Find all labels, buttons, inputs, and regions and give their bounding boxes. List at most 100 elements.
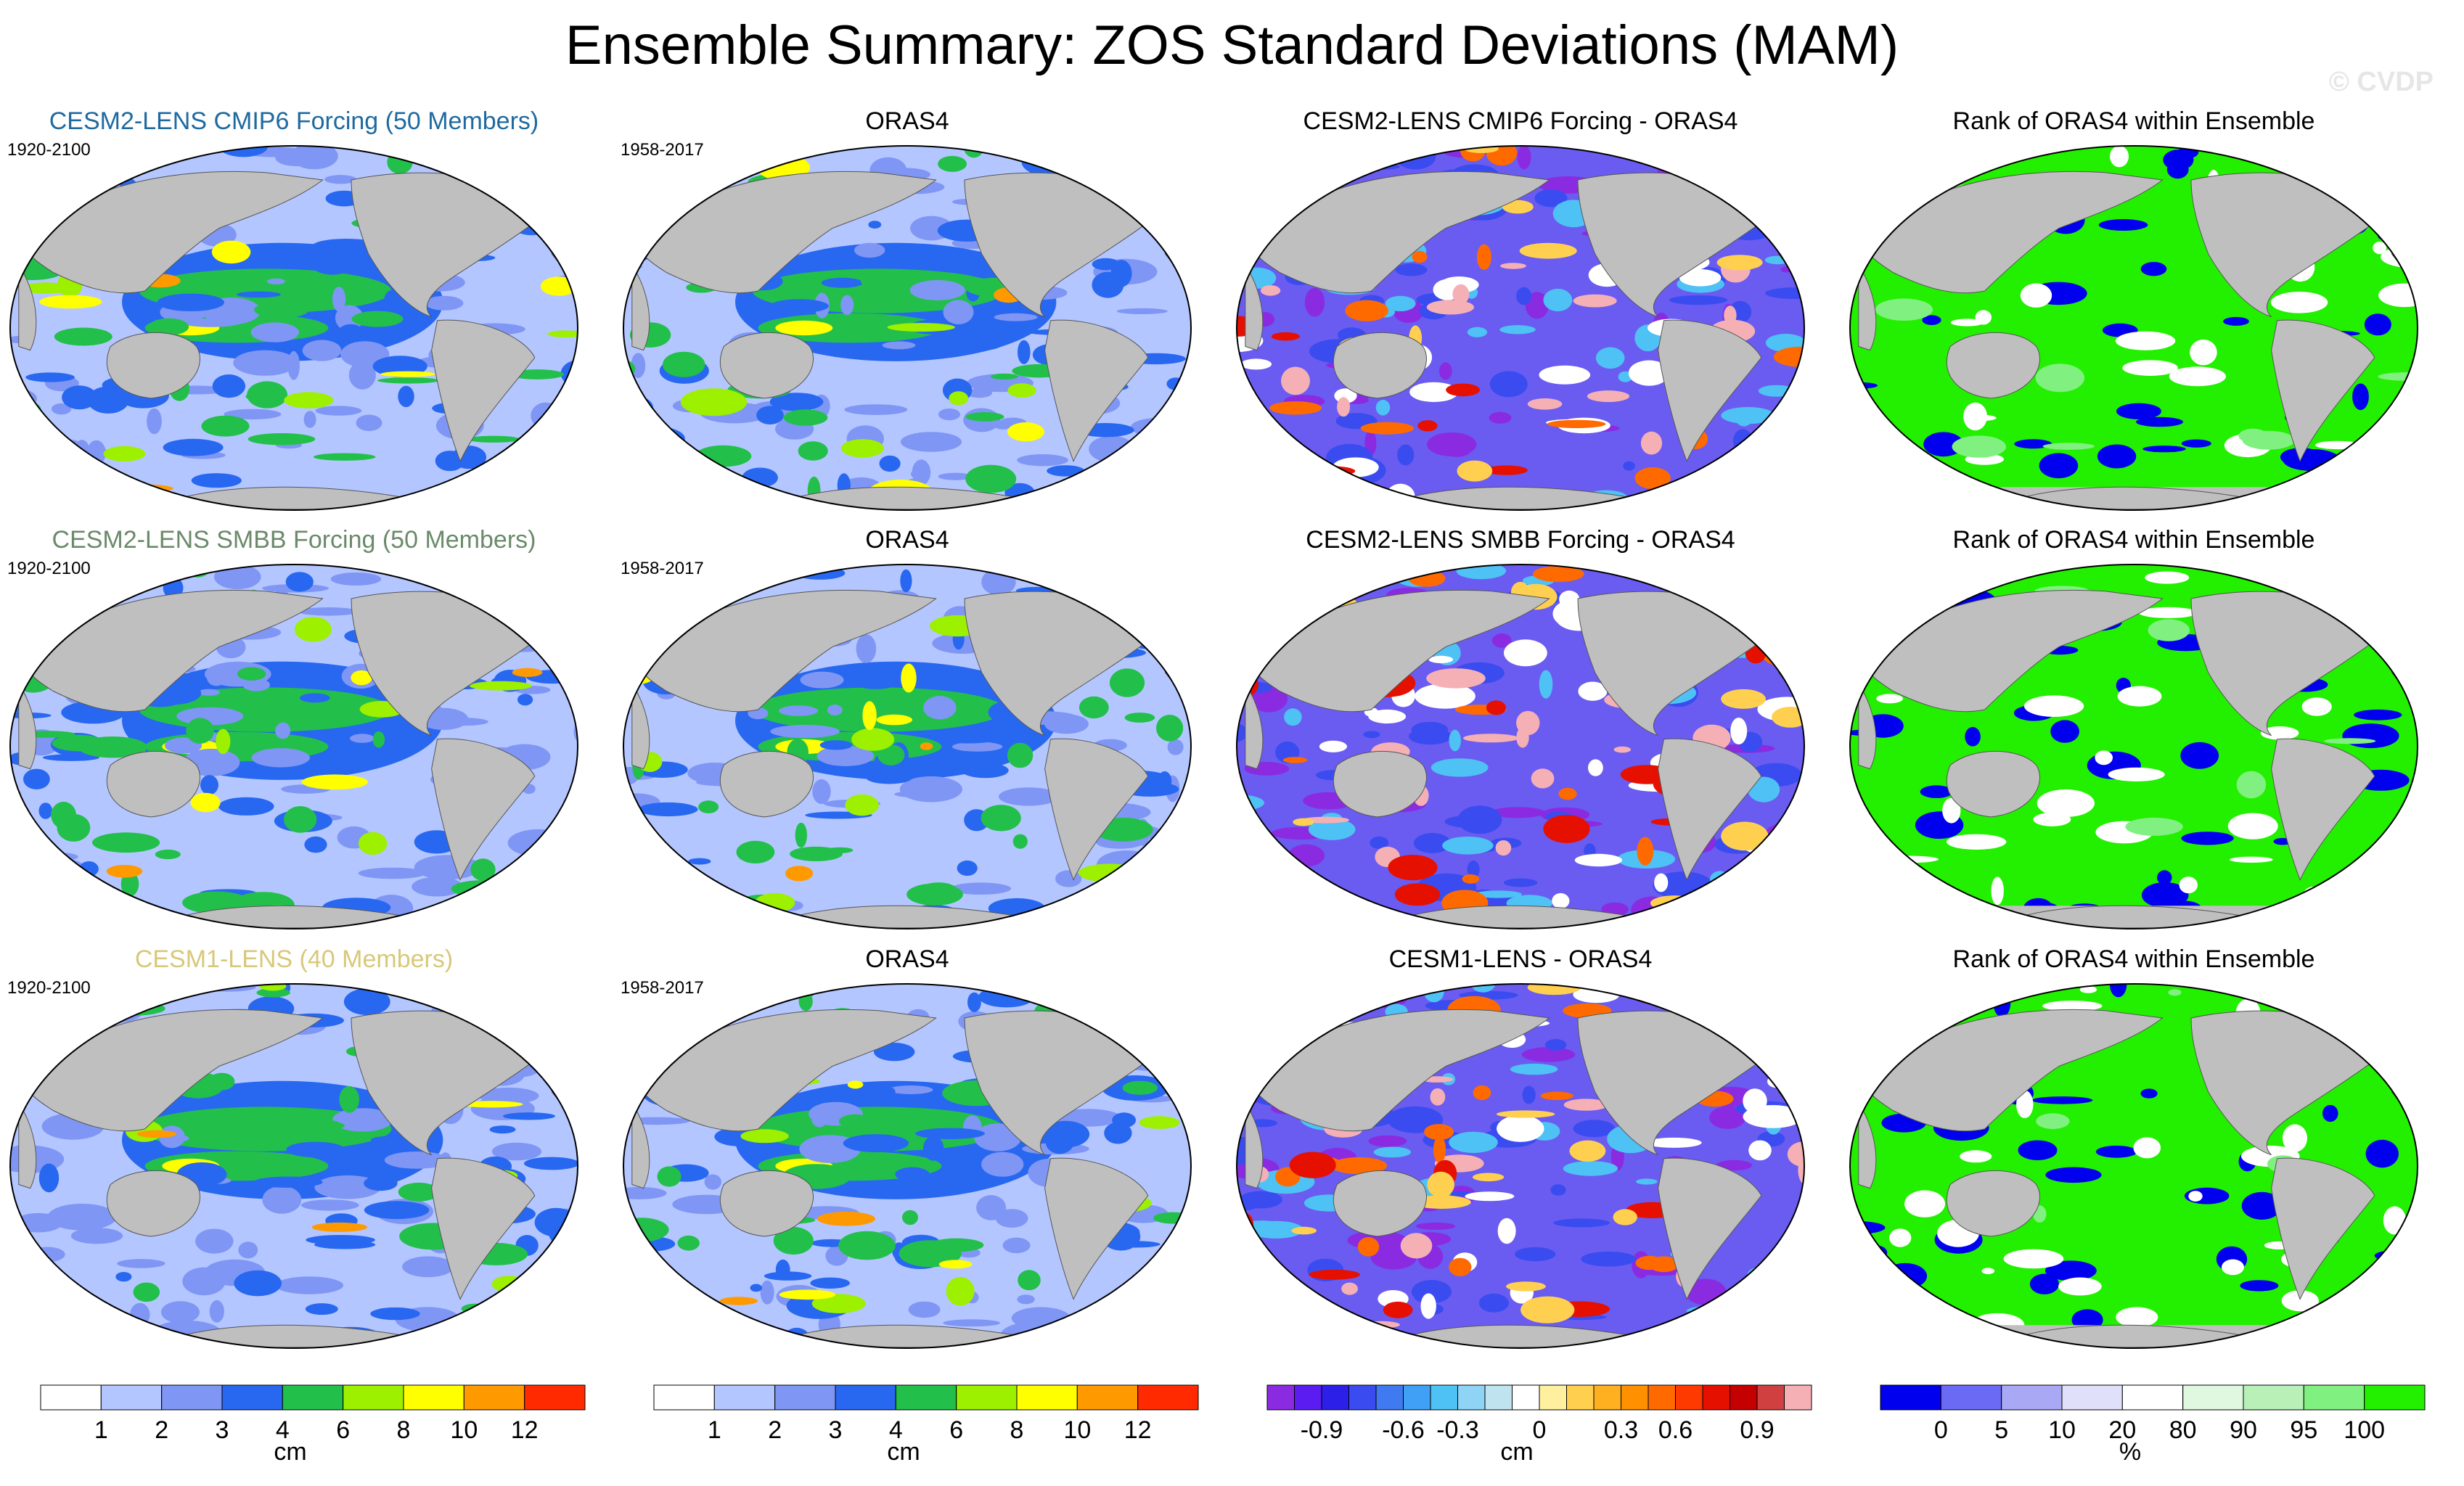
robinson-map (623, 145, 1192, 511)
colorbar-swatch (1566, 1384, 1595, 1411)
colorbar-swatch (956, 1384, 1018, 1411)
colorbar-swatch (774, 1384, 836, 1411)
land-africa (18, 1101, 37, 1189)
land-australia (720, 1170, 814, 1237)
land-samerica (1044, 1157, 1149, 1300)
colorbar-tick-label: 8 (1010, 1416, 1024, 1444)
map-border (1849, 564, 2418, 929)
land-samerica (2271, 1157, 2375, 1300)
land-samerica (1658, 738, 1762, 881)
land-australia (1333, 332, 1427, 399)
panel-title: CESM2-LENS SMBB Forcing (50 Members) (52, 526, 536, 554)
robinson-map (9, 145, 578, 511)
land-asia (637, 171, 937, 294)
colorbar-swatch (1539, 1384, 1567, 1411)
land-australia (107, 332, 200, 399)
colorbar-swatch (1403, 1384, 1431, 1411)
colorbar-tick-label: 95 (2290, 1416, 2318, 1444)
colorbar-units: % (2119, 1438, 2142, 1466)
colorbar-tick-label: 20 (2108, 1416, 2137, 1444)
panel-title: ORAS4 (865, 526, 949, 554)
colorbar-swatch (282, 1384, 344, 1411)
land-australia (720, 750, 814, 818)
colorbar-tick-label: -0.6 (1382, 1416, 1425, 1444)
land-asia (24, 171, 324, 294)
land-asia (1251, 589, 1550, 713)
map-panel: CESM2-LENS CMIP6 Forcing - ORAS4 (1234, 107, 1807, 520)
land-africa (18, 682, 37, 770)
colorbar-swatch (1430, 1384, 1458, 1411)
colorbar-swatch (161, 1384, 223, 1411)
map-panel: CESM1-LENS - ORAS4 (1234, 945, 1807, 1358)
colorbar-tick-label: 0.6 (1658, 1416, 1693, 1444)
land-africa (1245, 682, 1264, 770)
panel-period: 1920-2100 (7, 978, 91, 998)
land-samerica (431, 319, 536, 462)
robinson-map (623, 983, 1192, 1349)
map-panel: Rank of ORAS4 within Ensemble (1847, 525, 2420, 939)
map-border (1236, 145, 1805, 511)
robinson-map (1849, 983, 2418, 1349)
land-australia (107, 750, 200, 818)
map-border (623, 145, 1192, 511)
land-asia (1251, 1009, 1550, 1132)
colorbar-swatch (524, 1384, 586, 1411)
land-africa (1245, 1101, 1264, 1189)
land-africa (1858, 682, 1877, 770)
colorbar: 1 2 3 4 6 8 10 12 cm (40, 1384, 592, 1486)
panel-period: 1958-2017 (621, 978, 704, 998)
panel-title: ORAS4 (865, 945, 949, 973)
map-border (1849, 145, 2418, 511)
colorbar-swatch (2243, 1384, 2304, 1411)
panel-period: 1958-2017 (621, 559, 704, 578)
colorbar-tick-label: 0.9 (1740, 1416, 1775, 1444)
map-border (9, 145, 578, 511)
land-samerica (2271, 738, 2375, 881)
land-samerica (431, 1157, 536, 1300)
map-panel: ORAS4 1958-2017 (621, 945, 1194, 1358)
panel-title: CESM1-LENS - ORAS4 (1388, 945, 1653, 973)
colorbar-tick-label: 80 (2169, 1416, 2197, 1444)
land-australia (1947, 1170, 2040, 1237)
map-panel: CESM2-LENS SMBB Forcing - ORAS4 (1234, 525, 1807, 939)
colorbar-swatch (895, 1384, 957, 1411)
watermark: © CVDP (2328, 67, 2434, 97)
land-australia (1947, 750, 2040, 818)
land-australia (1333, 750, 1427, 818)
colorbar-units: cm (274, 1438, 307, 1466)
colorbar-swatch (713, 1384, 776, 1411)
colorbar-tick-label: 100 (2344, 1416, 2386, 1444)
colorbar-tick-label: 1 (707, 1416, 721, 1444)
colorbar-tick-label: 90 (2230, 1416, 2257, 1444)
map-panel: CESM2-LENS CMIP6 Forcing (50 Members) 192… (7, 107, 581, 520)
colorbar-swatch (1457, 1384, 1486, 1411)
land-australia (720, 332, 814, 399)
colorbar-tick-label: 4 (275, 1416, 290, 1444)
colorbar-tick-label: -0.9 (1300, 1416, 1343, 1444)
colorbar-units: cm (1500, 1438, 1534, 1466)
land-samerica (1044, 319, 1149, 462)
panel-title: CESM1-LENS (40 Members) (134, 945, 454, 973)
map-border (1236, 564, 1805, 929)
map-border (623, 983, 1192, 1349)
colorbar-tick-label: 1 (94, 1416, 108, 1444)
colorbar: -0.9 -0.6 -0.3 0 0.3 0.6 0.9 cm (1266, 1384, 1818, 1486)
colorbar-tick-label: 12 (1123, 1416, 1152, 1444)
colorbar-tick-label: 12 (510, 1416, 539, 1444)
colorbar-swatch (463, 1384, 525, 1411)
colorbar-tick-label: 0 (1933, 1416, 1948, 1444)
panel-period: 1920-2100 (7, 140, 91, 160)
colorbar-swatch (1621, 1384, 1649, 1411)
panel-title: CESM2-LENS CMIP6 Forcing (50 Members) (49, 107, 539, 135)
land-asia (637, 1009, 937, 1132)
colorbar-swatch (2303, 1384, 2365, 1411)
colorbar-swatch (1321, 1384, 1349, 1411)
land-asia (1864, 171, 2164, 294)
land-australia (107, 1170, 200, 1237)
panel-period: 1958-2017 (621, 140, 704, 160)
land-asia (637, 589, 937, 713)
land-samerica (431, 738, 536, 881)
panel-title: Rank of ORAS4 within Ensemble (1952, 945, 2315, 973)
land-asia (24, 1009, 324, 1132)
panel-title: CESM2-LENS SMBB Forcing - ORAS4 (1306, 526, 1735, 554)
